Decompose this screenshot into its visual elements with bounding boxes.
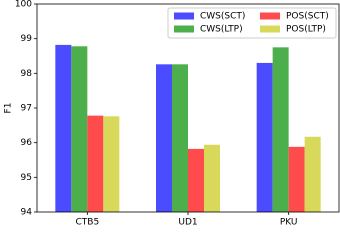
bar — [304, 136, 321, 212]
legend-swatch — [260, 12, 280, 20]
bar — [188, 148, 204, 212]
y-tick-label: 94 — [21, 208, 33, 218]
y-axis-label: F1 — [4, 103, 14, 114]
legend-swatch — [260, 25, 280, 33]
page: F1 94 95 96 97 98 99 100 CTB5 UD1 PKU CWS(SCT) CWS(… — [3, 0, 340, 228]
legend-label: POS(LTP) — [286, 25, 326, 35]
bar — [156, 64, 172, 212]
y-tick-label: 98 — [21, 69, 33, 79]
y-tick-label: 97 — [21, 104, 32, 114]
y-tick-label: 95 — [21, 173, 32, 183]
legend-swatch — [174, 25, 194, 33]
y-tick-label: 99 — [21, 34, 33, 44]
bar — [204, 144, 220, 212]
legend-box — [167, 7, 337, 39]
x-tick-label: CTB5 — [75, 218, 99, 227]
bar — [272, 47, 289, 213]
x-tick-label: UD1 — [178, 218, 197, 227]
legend-label: POS(SCT) — [286, 12, 329, 22]
y-tick-label: 100 — [15, 0, 32, 10]
bar — [87, 115, 104, 212]
bar — [71, 46, 88, 212]
x-tick-label: PKU — [280, 218, 298, 227]
bar — [256, 62, 273, 212]
legend-swatch — [174, 12, 194, 20]
legend-label: CWS(LTP) — [200, 25, 243, 35]
bar — [288, 146, 305, 212]
bar — [55, 44, 72, 213]
legend-label: CWS(SCT) — [200, 12, 245, 22]
y-tick-label: 96 — [21, 138, 33, 148]
bar — [103, 116, 120, 212]
bar — [172, 64, 188, 212]
plot-frame — [36, 3, 340, 213]
chart: F1 94 95 96 97 98 99 100 CTB5 UD1 PKU CWS(SCT) CWS(… — [4, 0, 340, 228]
